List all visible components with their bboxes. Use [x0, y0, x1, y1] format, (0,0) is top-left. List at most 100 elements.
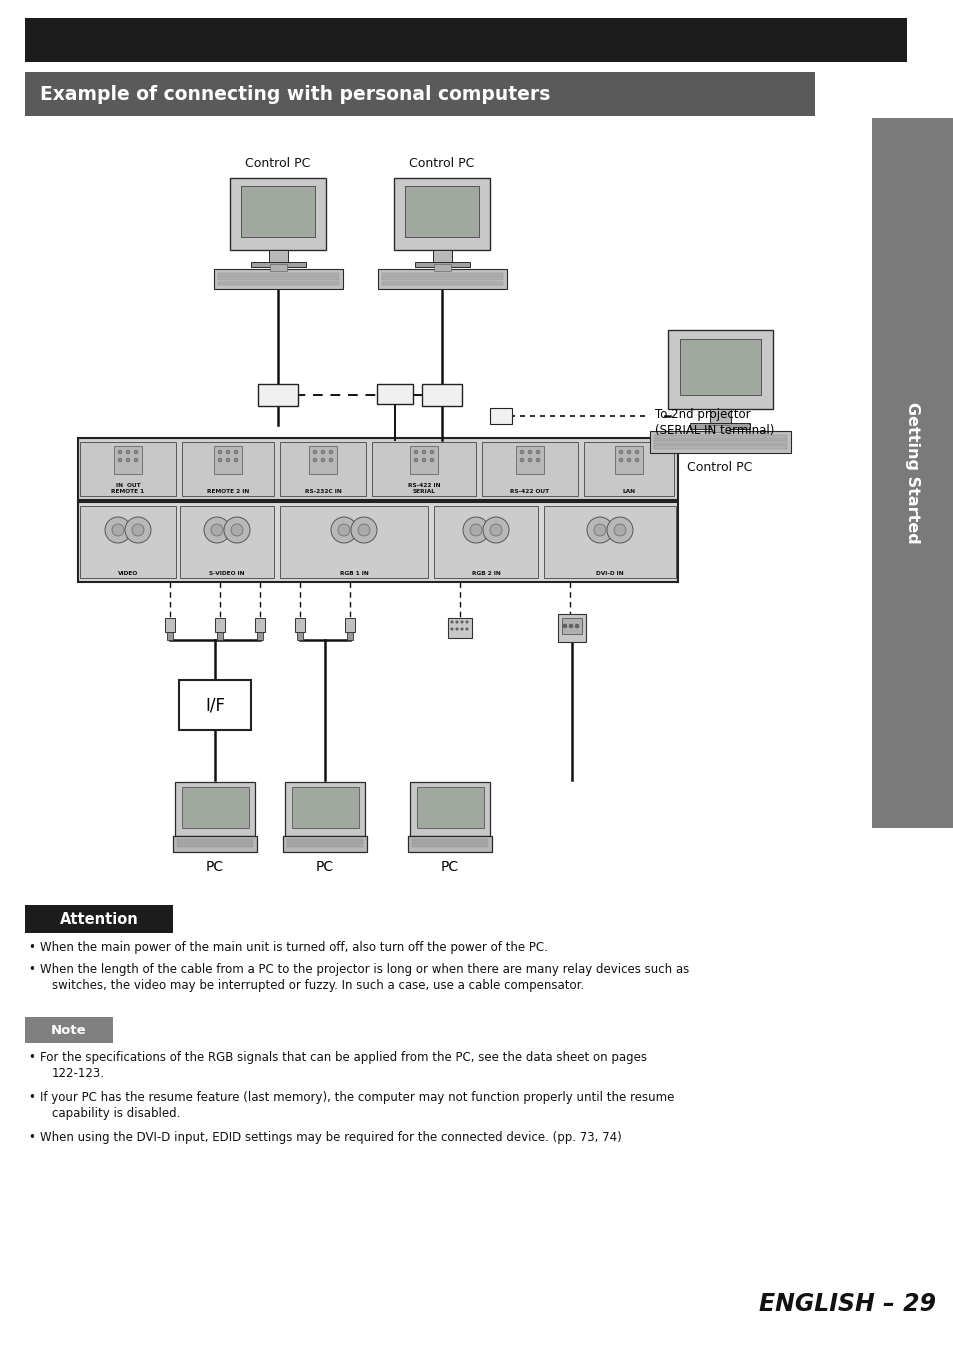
Bar	[280, 506, 428, 578]
Text: When using the DVI-D input, EDID settings may be required for the connected devi: When using the DVI-D input, EDID setting…	[40, 1131, 621, 1143]
Text: •: •	[28, 1091, 35, 1104]
Bar	[216, 632, 223, 640]
Circle shape	[465, 628, 468, 630]
Circle shape	[462, 517, 489, 543]
Circle shape	[460, 628, 463, 630]
Circle shape	[233, 450, 237, 454]
Text: •: •	[28, 1052, 35, 1064]
Circle shape	[226, 458, 230, 462]
Text: Control PC: Control PC	[686, 460, 752, 474]
Text: VIDEO: VIDEO	[118, 571, 138, 576]
Circle shape	[626, 458, 630, 462]
Text: ENGLISH – 29: ENGLISH – 29	[759, 1292, 936, 1316]
Text: For the specifications of the RGB signals that can be applied from the PC, see t: For the specifications of the RGB signal…	[40, 1052, 646, 1064]
Bar	[78, 502, 678, 582]
Text: •: •	[28, 941, 35, 954]
Circle shape	[313, 450, 316, 454]
Bar	[25, 904, 172, 933]
Bar	[434, 506, 537, 578]
Circle shape	[133, 458, 138, 462]
Bar	[654, 446, 786, 450]
Text: RS-232C IN: RS-232C IN	[304, 489, 341, 494]
Circle shape	[331, 517, 356, 543]
Bar	[667, 329, 772, 409]
Bar	[25, 1017, 112, 1044]
Bar	[412, 838, 488, 841]
Circle shape	[224, 517, 250, 543]
Bar	[649, 431, 790, 454]
Text: PC: PC	[206, 860, 224, 873]
Bar	[251, 262, 306, 267]
Bar	[558, 614, 585, 643]
Bar	[180, 506, 274, 578]
Text: switches, the video may be interrupted or fuzzy. In such a case, use a cable com: switches, the video may be interrupted o…	[52, 979, 583, 992]
Bar	[241, 186, 314, 238]
Bar	[80, 441, 175, 495]
Bar	[177, 845, 253, 846]
Bar	[230, 178, 326, 250]
Bar	[25, 72, 814, 116]
Text: REMOTE 2 IN: REMOTE 2 IN	[207, 489, 249, 494]
Circle shape	[320, 450, 325, 454]
Circle shape	[329, 450, 333, 454]
Circle shape	[519, 458, 523, 462]
Bar	[256, 632, 263, 640]
Bar	[372, 441, 476, 495]
Circle shape	[414, 450, 417, 454]
Bar	[270, 265, 287, 271]
Text: Getting Started: Getting Started	[904, 402, 920, 544]
Circle shape	[451, 628, 453, 630]
Text: PC: PC	[315, 860, 334, 873]
Circle shape	[594, 524, 605, 536]
Text: PC: PC	[440, 860, 458, 873]
Bar	[416, 787, 483, 828]
Bar	[345, 618, 355, 632]
Text: RGB 2 IN: RGB 2 IN	[471, 571, 500, 576]
Circle shape	[635, 450, 639, 454]
Bar	[80, 506, 175, 578]
Bar	[448, 618, 472, 639]
Bar	[78, 437, 678, 500]
Circle shape	[226, 450, 230, 454]
Text: RS-422 IN
SERIAL: RS-422 IN SERIAL	[407, 483, 439, 494]
Bar	[376, 383, 413, 404]
Circle shape	[421, 450, 426, 454]
Bar	[172, 836, 256, 852]
Bar	[218, 277, 338, 279]
Text: Example of connecting with personal computers: Example of connecting with personal comp…	[40, 85, 550, 104]
Circle shape	[618, 450, 622, 454]
Bar	[280, 441, 366, 495]
Text: RGB 1 IN: RGB 1 IN	[339, 571, 368, 576]
Bar	[294, 618, 305, 632]
Circle shape	[231, 524, 243, 536]
Circle shape	[430, 458, 434, 462]
Circle shape	[133, 450, 138, 454]
Circle shape	[465, 621, 468, 624]
Circle shape	[430, 450, 434, 454]
Bar	[347, 632, 353, 640]
Text: DVI-D IN: DVI-D IN	[596, 571, 623, 576]
Bar	[871, 117, 953, 828]
Bar	[412, 842, 488, 844]
Bar	[218, 282, 338, 285]
Circle shape	[635, 458, 639, 462]
Circle shape	[618, 458, 622, 462]
Bar	[182, 787, 249, 828]
Text: I/F: I/F	[205, 697, 225, 714]
Bar	[415, 262, 470, 267]
Circle shape	[490, 524, 501, 536]
Text: RS-422 OUT: RS-422 OUT	[510, 489, 549, 494]
Circle shape	[536, 458, 539, 462]
Circle shape	[527, 450, 532, 454]
Bar	[182, 441, 274, 495]
Bar	[287, 838, 363, 841]
Text: Control PC: Control PC	[409, 157, 475, 170]
Circle shape	[586, 517, 613, 543]
Circle shape	[132, 524, 144, 536]
Circle shape	[125, 517, 151, 543]
Bar	[408, 836, 492, 852]
Bar	[269, 250, 288, 262]
Text: When the main power of the main unit is turned off, also turn off the power of t: When the main power of the main unit is …	[40, 941, 547, 954]
Bar	[174, 782, 254, 836]
Circle shape	[313, 458, 316, 462]
